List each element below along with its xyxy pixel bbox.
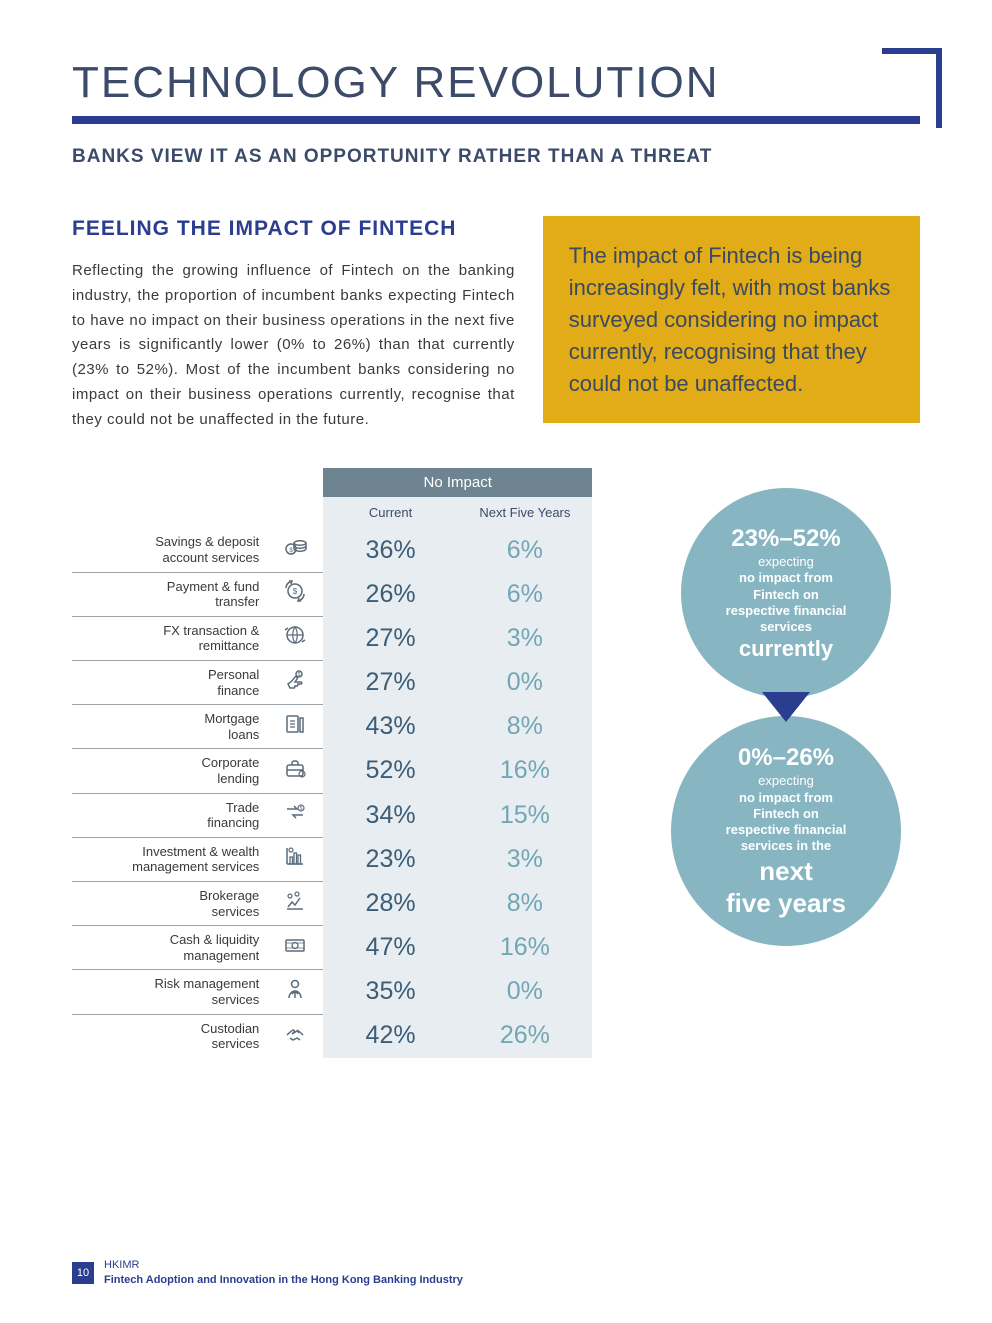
title-underline [72, 116, 920, 124]
cell-current: 42% [323, 1014, 457, 1058]
coins-icon [267, 528, 323, 572]
table-row: Brokerageservices 28%8% [72, 881, 592, 925]
doc-icon [267, 705, 323, 749]
cell-next: 3% [458, 616, 592, 660]
cell-current: 23% [323, 837, 457, 881]
row-label: Brokerageservices [72, 881, 267, 925]
row-label: Tradefinancing [72, 793, 267, 837]
table-header-span: No Impact [323, 468, 592, 497]
section-heading: FEELING THE IMPACT OF FINTECH [72, 216, 515, 241]
cell-next: 15% [458, 793, 592, 837]
body-paragraph: Reflecting the growing influence of Fint… [72, 259, 515, 432]
cell-next: 0% [458, 661, 592, 705]
cell-next: 6% [458, 572, 592, 616]
col-header-next: Next Five Years [458, 497, 592, 528]
fx-icon [267, 616, 323, 660]
stat-circle-current: 23%–52% expecting no impact from Fintech… [681, 488, 891, 698]
chart-icon [267, 837, 323, 881]
row-label: Cash & liquiditymanagement [72, 926, 267, 970]
page-title: TECHNOLOGY REVOLUTION [72, 58, 920, 108]
impact-table: No Impact Current Next Five Years Saving… [72, 468, 592, 1057]
cell-current: 47% [323, 926, 457, 970]
page-subtitle: BANKS VIEW IT AS AN OPPORTUNITY RATHER T… [72, 146, 920, 168]
cell-next: 16% [458, 926, 592, 970]
col-header-current: Current [323, 497, 457, 528]
cell-current: 28% [323, 881, 457, 925]
arrow-down-icon [762, 692, 810, 722]
transfer-icon [267, 572, 323, 616]
table-row: Personalfinance 27%0% [72, 661, 592, 705]
row-label: Mortgageloans [72, 705, 267, 749]
cell-next: 26% [458, 1014, 592, 1058]
cell-current: 36% [323, 528, 457, 572]
table-row: Risk managementservices 35%0% [72, 970, 592, 1014]
row-label: Investment & wealthmanagement services [72, 837, 267, 881]
cell-current: 35% [323, 970, 457, 1014]
row-label: FX transaction &remittance [72, 616, 267, 660]
corner-decoration [882, 48, 942, 128]
cash-icon [267, 926, 323, 970]
cell-next: 6% [458, 528, 592, 572]
cell-next: 8% [458, 705, 592, 749]
hands-icon [267, 1014, 323, 1058]
table-row: FX transaction &remittance 27%3% [72, 616, 592, 660]
cell-current: 26% [323, 572, 457, 616]
callout-box: The impact of Fintech is being increasin… [543, 216, 920, 423]
arrows-icon [267, 793, 323, 837]
row-label: Corporatelending [72, 749, 267, 793]
cell-current: 52% [323, 749, 457, 793]
table-row: Corporatelending 52%16% [72, 749, 592, 793]
table-row: Tradefinancing 34%15% [72, 793, 592, 837]
table-row: Investment & wealthmanagement services 23… [72, 837, 592, 881]
stat-range: 23%–52% [731, 524, 840, 554]
brief-icon [267, 749, 323, 793]
table-row: Custodianservices 42%26% [72, 1014, 592, 1058]
stat-range: 0%–26% [738, 743, 834, 773]
table-row: Cash & liquiditymanagement 47%16% [72, 926, 592, 970]
cell-current: 27% [323, 616, 457, 660]
cell-next: 16% [458, 749, 592, 793]
cell-current: 34% [323, 793, 457, 837]
cell-next: 8% [458, 881, 592, 925]
cell-next: 3% [458, 837, 592, 881]
cell-current: 27% [323, 661, 457, 705]
hand-icon [267, 661, 323, 705]
row-label: Custodianservices [72, 1014, 267, 1058]
row-label: Personalfinance [72, 661, 267, 705]
row-label: Payment & fundtransfer [72, 572, 267, 616]
growth-icon [267, 881, 323, 925]
cell-next: 0% [458, 970, 592, 1014]
stat-circle-future: 0%–26% expecting no impact from Fintech … [671, 716, 901, 946]
table-row: Mortgageloans 43%8% [72, 705, 592, 749]
page-number-badge: 10 [72, 1262, 94, 1284]
table-row: Savings & depositaccount services 36%6% [72, 528, 592, 572]
footer-text: HKIMR Fintech Adoption and Innovation in… [104, 1258, 463, 1287]
row-label: Savings & depositaccount services [72, 528, 267, 572]
table-row: Payment & fundtransfer 26%6% [72, 572, 592, 616]
row-label: Risk managementservices [72, 970, 267, 1014]
person-icon [267, 970, 323, 1014]
cell-current: 43% [323, 705, 457, 749]
